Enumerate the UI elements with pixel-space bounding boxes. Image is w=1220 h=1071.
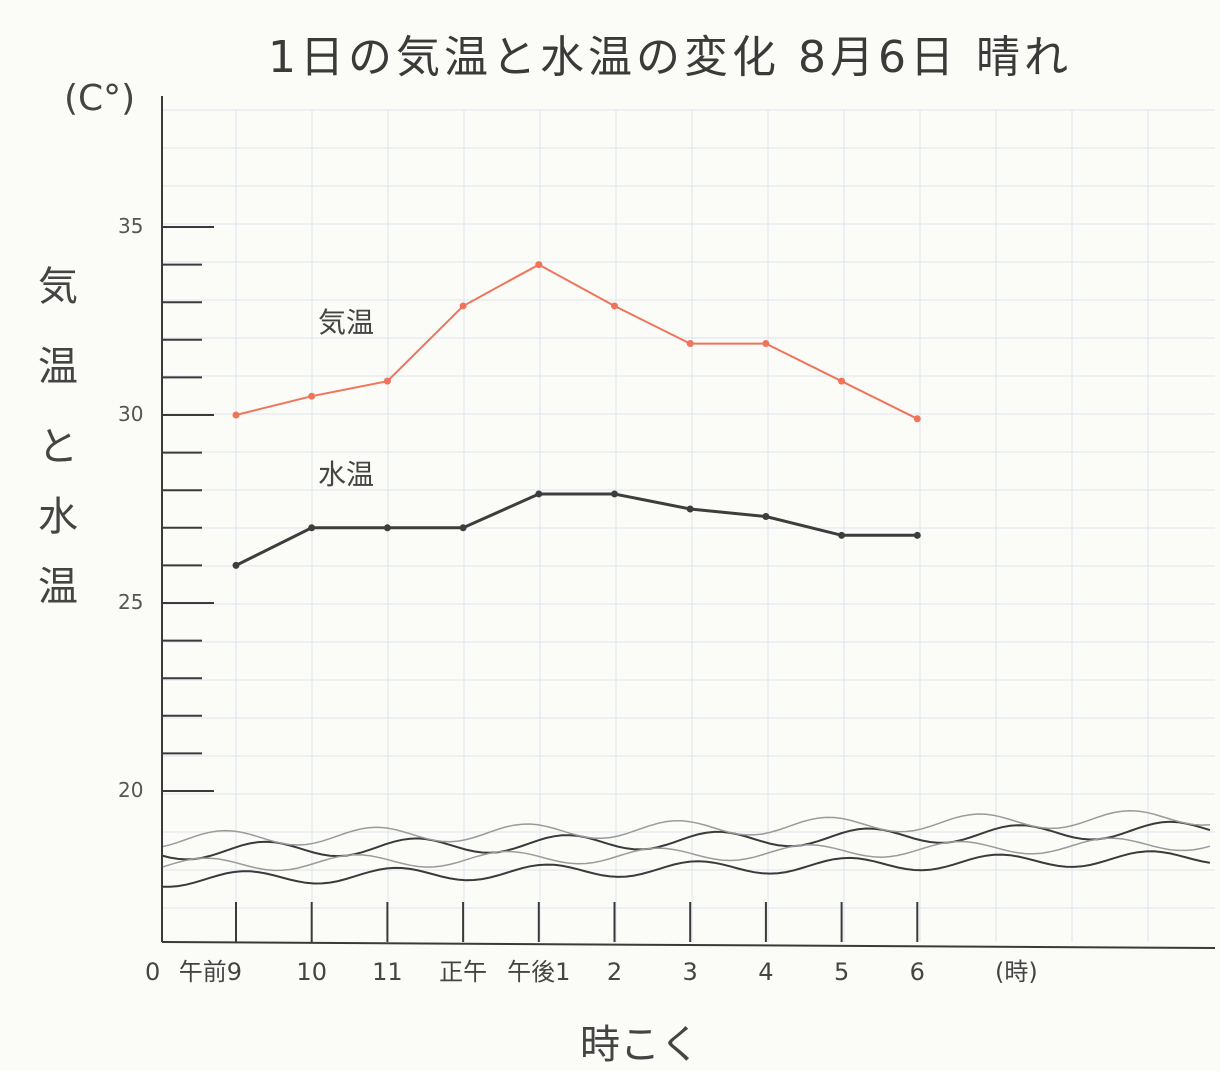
data-point	[611, 490, 618, 498]
x-ticks: 午前9 10 11 正午 午後1 2 3 4 5 6	[179, 902, 925, 986]
y-axis-title-char: 気	[38, 264, 78, 310]
x-tick-label: 午前9	[179, 958, 242, 986]
x-tick-label: 3	[683, 958, 698, 986]
y-tick-label: 20	[118, 778, 143, 802]
data-point	[383, 377, 391, 385]
x-tick-label: 6	[910, 958, 925, 986]
data-point	[535, 261, 543, 269]
x-unit-label: (時)	[995, 958, 1038, 986]
axis-break-line	[161, 850, 1211, 888]
series-line-water	[235, 492, 918, 567]
y-axis-title-char: 温	[38, 564, 78, 610]
data-point	[232, 411, 240, 419]
data-point	[686, 340, 694, 348]
axis-break-line	[161, 837, 1211, 872]
data-point	[611, 302, 618, 310]
axis-break-line	[161, 820, 1211, 861]
data-point	[913, 531, 921, 539]
y-tick-label: 35	[118, 214, 143, 238]
y-axis-title: 気 温 と 水 温	[38, 264, 78, 610]
y-tick-label: 30	[118, 402, 143, 426]
data-point	[838, 531, 846, 539]
axes	[161, 96, 1216, 949]
y-unit-label: (C°)	[64, 78, 135, 119]
data-point	[308, 524, 316, 532]
data-point	[383, 524, 391, 532]
x-axis-title: 時こく	[580, 1022, 700, 1068]
x-tick-label: 正午	[439, 958, 487, 986]
y-ticks: 20 25 30 35	[118, 214, 214, 802]
y-axis-title-char: と	[38, 424, 78, 470]
data-point	[232, 561, 240, 569]
x-tick-label: 10	[296, 958, 327, 986]
data-point	[459, 302, 467, 310]
x-tick-label: 2	[607, 958, 622, 986]
data-point	[308, 392, 316, 400]
x-tick-label: 午後1	[507, 958, 570, 986]
data-point	[838, 377, 846, 385]
y-tick-label: 25	[118, 590, 143, 614]
data-point	[459, 524, 467, 532]
x-tick-label: 5	[834, 958, 849, 986]
data-point	[762, 340, 770, 348]
x-origin-label: 0	[145, 958, 160, 986]
y-axis-title-char: 水	[38, 494, 78, 540]
series-layer	[232, 261, 921, 569]
x-axis-line	[161, 941, 1216, 949]
chart-title: 1日の気温と水温の変化 8月6日 晴れ	[268, 32, 1072, 83]
x-tick-label: 4	[758, 958, 773, 986]
x-tick-label: 11	[372, 958, 403, 986]
series-label-air: 気温	[318, 306, 374, 339]
axis-break-line	[161, 809, 1211, 848]
grid-lines	[162, 109, 1215, 942]
data-point	[762, 513, 770, 521]
data-point	[913, 415, 921, 423]
axis-break-marks	[161, 809, 1211, 888]
data-point	[535, 490, 543, 498]
series-label-water: 水温	[318, 458, 374, 491]
data-point	[686, 505, 694, 513]
y-axis-title-char: 温	[38, 344, 78, 390]
series-line-air	[235, 263, 918, 420]
